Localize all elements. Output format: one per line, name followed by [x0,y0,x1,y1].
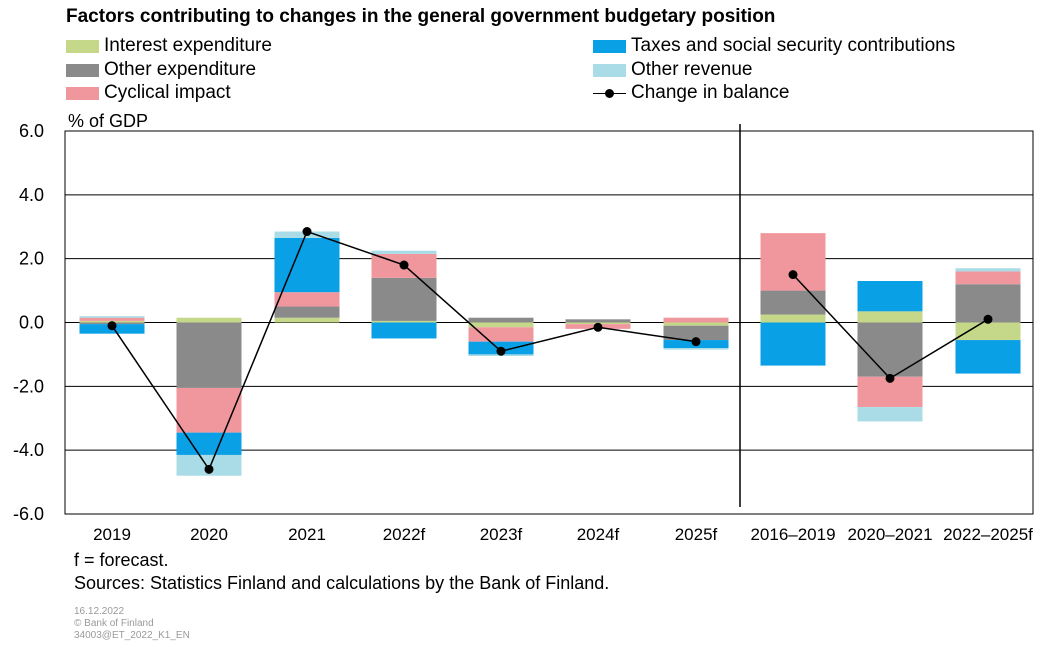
x-tick-label: 2024f [577,525,620,544]
x-tick-label: 2025f [675,525,718,544]
x-tick-label: 2016–2019 [750,525,835,544]
bar-segment [663,317,729,323]
x-tick-label: 2022–2025f [943,525,1033,544]
x-tick-label: 2020 [190,525,228,544]
bar-segment [955,322,1021,341]
y-tick-label: -4.0 [13,440,44,460]
legend: Interest expenditure Other expenditure C… [66,35,1026,107]
bar-segment [79,316,145,318]
balance-point [204,464,214,474]
legend-item-other-revenue: Other revenue [593,59,752,81]
bar-segment [176,387,242,433]
sources-note: Sources: Statistics Finland and calculat… [74,573,610,593]
y-tick-label: -6.0 [13,504,44,524]
legend-label: Change in balance [631,82,790,103]
bar-segment [760,233,826,291]
chart-title: Factors contributing to changes in the g… [66,6,776,27]
bar-segment [274,292,340,307]
legend-swatch [66,39,99,53]
bar-segment [468,327,534,342]
x-tick-label: 2022f [383,525,426,544]
bar-segment [955,271,1021,285]
legend-label: Interest expenditure [104,35,272,56]
y-tick-label: 0.0 [19,313,44,333]
bar-segment [857,311,923,323]
bar-segment [663,325,729,341]
bar-segment [857,281,923,312]
balance-point [983,314,993,324]
chart-code: 34003@ET_2022_K1_EN [74,630,190,641]
balance-point [302,227,312,237]
bar-segment [565,319,631,323]
legend-label: Other revenue [631,59,753,80]
legend-line-marker [593,87,626,100]
legend-swatch [593,63,626,77]
bar-segment [760,314,826,323]
bar-segment [955,268,1021,272]
plot-frame [64,130,1034,515]
balance-point [691,337,701,347]
bar-segment [663,322,729,326]
forecast-note: f = forecast. [74,550,169,570]
bar-segment [468,322,534,328]
legend-swatch [66,86,99,100]
publication-date: 16.12.2022 [74,606,125,617]
y-tick-label: -2.0 [13,376,44,396]
bar-segment [955,340,1021,374]
legend-item-other-expenditure: Other expenditure [66,59,256,81]
balance-point [399,260,409,270]
balance-point [496,346,506,356]
legend-label: Other expenditure [104,59,257,80]
y-tick-label: 6.0 [19,121,44,141]
balance-point [107,321,117,331]
balance-point [788,270,798,280]
bar-segment [79,317,145,321]
legend-swatch [593,39,626,53]
legend-item-interest-expenditure: Interest expenditure [66,35,272,57]
y-tick-label: 4.0 [19,185,44,205]
bar-segment [760,322,826,366]
bar-segment [176,322,242,388]
bar-segment [663,348,729,350]
legend-item-taxes: Taxes and social security contributions [593,35,955,57]
x-tick-label: 2023f [480,525,523,544]
bar-segment [857,407,923,422]
balance-point [593,322,603,332]
y-tick-label: 2.0 [19,249,44,269]
bar-segment [371,322,437,339]
balance-point [885,373,895,383]
bar-segment [176,317,242,323]
bar-segment [274,317,340,323]
bar-segment [176,432,242,455]
bar-segment [274,306,340,318]
bar-segment [857,322,923,377]
legend-label: Cyclical impact [104,82,231,103]
bar-segment [371,320,437,323]
bar-segment [274,237,340,293]
copyright: © Bank of Finland [74,618,154,629]
bar-segment [760,290,826,315]
x-tick-label: 2021 [288,525,326,544]
bar-segment [371,250,437,254]
x-tick-label: 2020–2021 [847,525,932,544]
bar-segment [468,317,534,323]
y-axis-label: % of GDP [68,111,149,131]
legend-label: Taxes and social security contributions [631,35,956,56]
x-tick-label: 2019 [93,525,131,544]
legend-swatch [66,63,99,77]
legend-item-cyclical-impact: Cyclical impact [66,82,231,104]
legend-item-change-in-balance: Change in balance [593,82,789,104]
